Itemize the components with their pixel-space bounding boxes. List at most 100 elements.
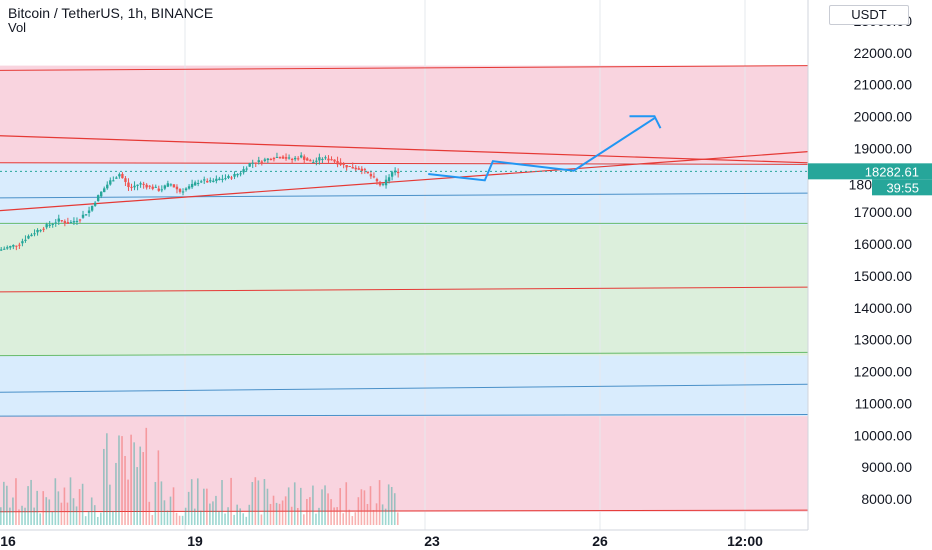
last-price-badge <box>808 163 932 180</box>
volume-bar <box>175 512 178 525</box>
price-tick-label: 180 <box>849 176 873 192</box>
volume-bar <box>169 496 172 525</box>
volume-bar <box>272 495 275 525</box>
candles <box>0 152 400 251</box>
candle-body <box>72 221 76 223</box>
volume-bar <box>121 436 123 525</box>
volume-bar <box>257 480 260 525</box>
volume-bar <box>275 502 278 525</box>
candle-body <box>60 220 64 222</box>
volume-bar <box>166 510 169 525</box>
price-tick-label: 12000.00 <box>854 364 913 380</box>
level-line <box>0 286 809 293</box>
grid-lines <box>184 0 746 530</box>
volume-bar <box>109 484 111 525</box>
volume-bar <box>212 501 214 525</box>
candle-body <box>21 241 24 244</box>
volume-bar <box>172 487 175 525</box>
candle-body <box>63 221 67 224</box>
candle-body <box>306 158 309 161</box>
volume-bar <box>160 481 163 525</box>
candle-body <box>124 178 127 182</box>
volume-bar <box>309 497 311 525</box>
candle-body <box>266 158 270 160</box>
volume-bar <box>384 508 387 525</box>
volume-bar <box>224 513 226 525</box>
volume-bar <box>21 505 23 525</box>
candle-body <box>130 186 133 188</box>
currency-unit-button[interactable]: USDT <box>829 5 909 25</box>
level-line <box>0 383 809 393</box>
symbol-title[interactable]: Bitcoin / TetherUS, 1h, BINANCE <box>8 5 214 21</box>
candle-body <box>251 162 254 164</box>
volume-bar <box>324 485 326 525</box>
candle-body <box>75 220 79 222</box>
price-tick-label: 10000.00 <box>854 427 913 443</box>
candle-body <box>78 219 82 221</box>
volume-bar <box>87 511 90 525</box>
candle-body <box>151 186 154 189</box>
price-tick-label: 9000.00 <box>861 459 912 475</box>
level-line <box>0 414 809 417</box>
volume-bar <box>60 502 63 525</box>
volume-bar <box>112 510 114 525</box>
volume-indicator-label[interactable]: Vol <box>8 20 27 35</box>
volume-bar <box>248 504 251 525</box>
candle-body <box>254 162 257 164</box>
projection-path <box>428 117 656 182</box>
volume-bar <box>269 503 272 525</box>
volume-bar <box>315 513 317 525</box>
volume-bar <box>193 508 196 525</box>
projection-arrow <box>428 115 662 182</box>
volume-bar <box>184 507 187 525</box>
volume-bar <box>215 495 217 525</box>
volume-bar <box>303 514 305 525</box>
candle-body <box>327 158 330 161</box>
candle-body <box>275 156 279 158</box>
volume-bar <box>93 505 96 525</box>
volume-bar <box>284 496 287 525</box>
descending-trendline <box>0 135 809 164</box>
candle-body <box>309 160 312 162</box>
candle-body <box>24 239 27 241</box>
candle-body <box>233 174 236 177</box>
candle-body <box>290 158 294 160</box>
candle-body <box>175 186 179 190</box>
candle-body <box>54 222 57 224</box>
volume-bar <box>396 512 399 525</box>
candle-body <box>357 168 360 170</box>
price-tick-label: 19000.00 <box>854 140 913 156</box>
price-tick-label: 20000.00 <box>854 109 913 125</box>
volume-bar <box>124 455 126 525</box>
price-axis-panel[interactable] <box>808 0 932 550</box>
volume-bar <box>242 513 245 525</box>
candle-body <box>224 178 227 180</box>
candle-body <box>263 159 267 161</box>
candle-body <box>257 160 260 163</box>
zone-band <box>0 197 808 225</box>
volume-bar <box>75 506 78 525</box>
volume-bar <box>354 512 357 525</box>
time-tick-label: 16 <box>0 533 16 549</box>
candle-body <box>212 180 215 182</box>
volume-bar <box>48 499 51 525</box>
volume-bar <box>200 510 202 525</box>
candle-body <box>239 173 242 175</box>
candle-body <box>148 185 151 187</box>
candle-body <box>360 168 364 171</box>
volume-bar <box>154 481 157 525</box>
candle-body <box>57 218 60 222</box>
volume-bar <box>115 462 117 525</box>
candle-body <box>303 156 306 160</box>
volume-bar <box>103 448 105 525</box>
price-tick-label: 16000.00 <box>854 236 913 252</box>
candle-body <box>366 171 370 174</box>
candle-body <box>36 229 39 233</box>
volume-bar <box>266 488 269 525</box>
volume-bar <box>136 467 138 525</box>
volume-bar <box>318 507 320 525</box>
price-tick-label: 8000.00 <box>861 491 912 507</box>
volume-bar <box>360 489 363 525</box>
candle-body <box>172 184 176 188</box>
